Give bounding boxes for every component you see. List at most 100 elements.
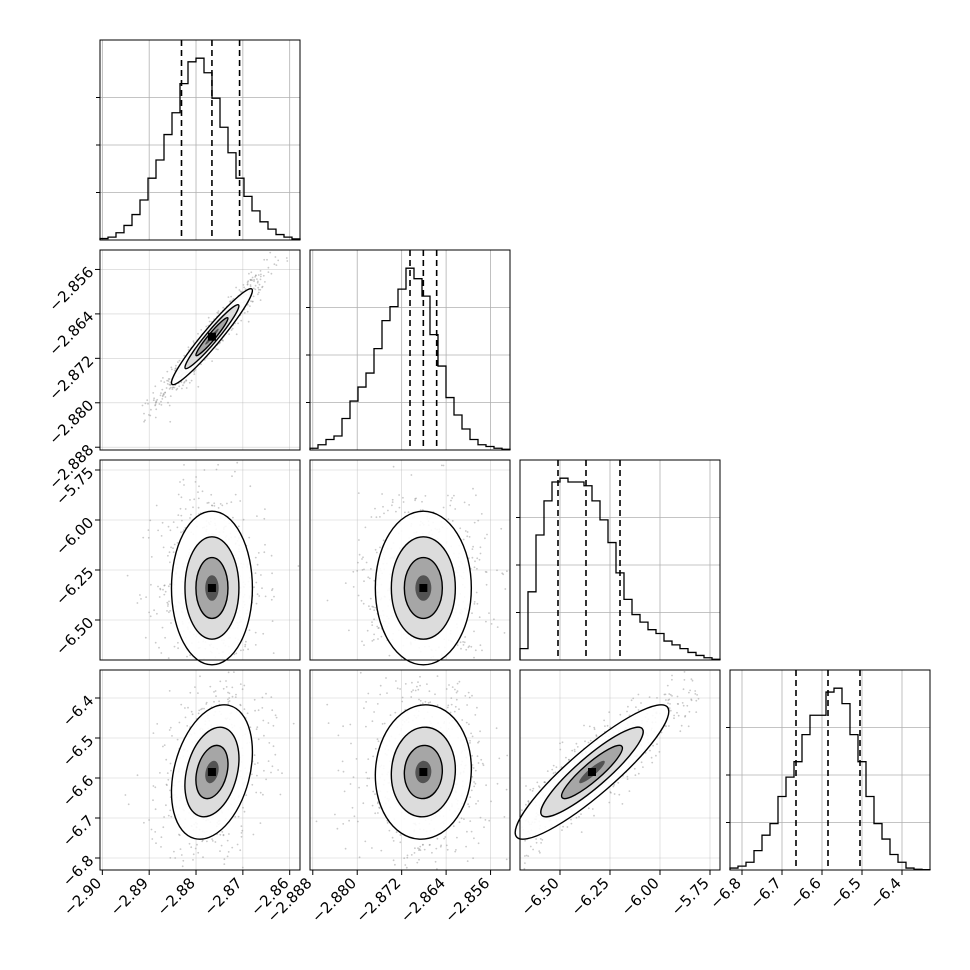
sample-point xyxy=(604,725,606,727)
sample-point xyxy=(186,655,188,658)
sample-point xyxy=(593,728,596,731)
sample-point xyxy=(239,704,242,707)
sample-point xyxy=(203,707,205,710)
sample-point xyxy=(543,781,546,784)
sample-point xyxy=(173,369,176,372)
sample-point xyxy=(277,259,280,262)
sample-point xyxy=(525,785,527,787)
sample-point xyxy=(143,412,145,415)
sample-point xyxy=(691,679,694,682)
sample-point xyxy=(256,278,258,280)
sample-point xyxy=(536,781,539,784)
sample-point xyxy=(568,758,570,761)
sample-point xyxy=(167,554,169,557)
sample-point xyxy=(466,830,468,833)
sample-point xyxy=(402,496,404,499)
sample-point xyxy=(152,799,154,802)
sample-point xyxy=(626,778,629,780)
sample-point xyxy=(154,402,157,404)
sample-point xyxy=(392,465,395,468)
sample-point xyxy=(626,710,628,713)
sample-point xyxy=(157,585,159,588)
sample-point xyxy=(235,333,238,336)
sample-point xyxy=(559,742,561,745)
sample-point xyxy=(205,325,208,328)
sample-point xyxy=(211,840,214,842)
sample-point xyxy=(485,784,487,787)
sample-point xyxy=(419,849,422,852)
sample-point xyxy=(421,500,423,503)
sample-point xyxy=(365,701,367,703)
x-tick-label: −5.75 xyxy=(668,874,713,919)
sample-point xyxy=(421,509,424,511)
sample-point xyxy=(473,601,476,603)
sample-point xyxy=(687,725,690,728)
sample-point xyxy=(160,836,163,839)
sample-point xyxy=(254,284,257,287)
sample-point xyxy=(686,704,689,707)
sample-point xyxy=(366,777,369,780)
sample-point xyxy=(562,825,564,828)
sample-point xyxy=(227,701,230,703)
sample-point xyxy=(142,536,145,539)
x-tick-label: −6.50 xyxy=(518,874,563,919)
sample-point xyxy=(154,416,157,419)
sample-point xyxy=(666,684,669,687)
sample-point xyxy=(259,288,262,291)
sample-point xyxy=(152,785,155,787)
sample-point xyxy=(669,709,672,712)
sample-point xyxy=(667,702,669,705)
sample-point xyxy=(267,271,270,273)
sample-point xyxy=(630,699,633,702)
sample-point xyxy=(445,688,448,690)
sample-point xyxy=(179,848,182,850)
sample-point xyxy=(221,339,224,341)
sample-point xyxy=(226,839,229,842)
sample-point xyxy=(477,762,480,764)
sample-point xyxy=(167,657,170,659)
sample-point xyxy=(206,502,209,504)
sample-point xyxy=(184,508,187,510)
sample-point xyxy=(234,493,237,496)
sample-point xyxy=(561,741,564,744)
sample-point xyxy=(527,800,530,802)
sample-point xyxy=(259,822,262,824)
sample-point xyxy=(652,744,654,747)
sample-point xyxy=(696,694,698,696)
sample-point xyxy=(243,286,246,289)
sample-point xyxy=(595,734,598,736)
sample-point xyxy=(159,587,162,590)
sample-point xyxy=(392,840,395,842)
sample-point xyxy=(222,687,225,690)
sample-point xyxy=(689,689,691,692)
sample-point xyxy=(228,692,231,695)
sample-point xyxy=(193,371,195,373)
sample-point xyxy=(506,754,509,757)
sample-point xyxy=(166,379,169,382)
sample-point xyxy=(498,757,501,760)
sample-point xyxy=(399,688,401,690)
sample-point xyxy=(272,745,275,748)
sample-point xyxy=(219,680,222,683)
sample-point xyxy=(505,788,508,791)
sample-point xyxy=(160,380,163,382)
sample-point xyxy=(454,508,457,510)
sample-point xyxy=(257,280,259,283)
sample-point xyxy=(266,258,268,261)
sample-point xyxy=(180,496,183,499)
sample-point xyxy=(254,276,256,278)
sample-point xyxy=(337,734,340,737)
sample-point xyxy=(348,629,350,632)
sample-point xyxy=(174,857,177,859)
sample-point xyxy=(201,707,204,710)
sample-point xyxy=(342,770,345,773)
sample-point xyxy=(610,791,612,794)
sample-point xyxy=(456,690,459,692)
sample-point xyxy=(193,369,196,372)
sample-point xyxy=(640,702,642,704)
sample-point xyxy=(220,844,223,847)
scatter-panel xyxy=(99,249,301,451)
sample-point xyxy=(410,696,413,698)
sample-point xyxy=(356,570,359,572)
